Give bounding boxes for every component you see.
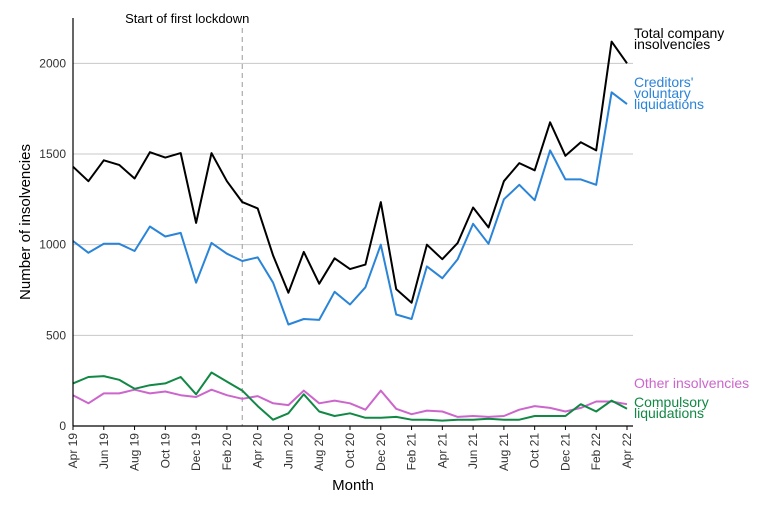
- x-tick-label: Oct 21: [528, 433, 542, 469]
- x-tick-label: Jun 19: [97, 433, 111, 469]
- x-tick-label: Apr 20: [251, 433, 265, 469]
- x-tick-label: Feb 20: [220, 433, 234, 471]
- y-tick-label: 1500: [39, 147, 66, 161]
- x-tick-label: Dec 19: [189, 433, 203, 471]
- gridlines: [73, 62, 633, 427]
- series-label-1: Creditors': [634, 74, 693, 90]
- y-tick-label: 500: [46, 328, 66, 342]
- series-label-1: liquidations: [634, 96, 704, 112]
- x-axis-title: Month: [332, 477, 374, 494]
- x-tick-label: Aug 21: [497, 433, 511, 471]
- series-line-0: [72, 40, 628, 304]
- annotation-layer: Start of first lockdown: [125, 11, 249, 426]
- x-tick-label: Feb 21: [405, 433, 419, 471]
- x-tick-label: Aug 20: [312, 433, 326, 471]
- x-tick-label: Dec 21: [558, 433, 572, 471]
- x-tick-label: Aug 19: [128, 433, 142, 471]
- y-tick-label: 1000: [39, 238, 66, 252]
- series-label-2: Other insolvencies: [634, 375, 749, 391]
- series-lines: [72, 40, 628, 422]
- x-tick-label: Jun 20: [281, 433, 295, 469]
- x-tick-label: Jun 21: [466, 433, 480, 469]
- x-tick-label: Oct 19: [158, 433, 172, 469]
- y-tick-label: 0: [59, 419, 66, 433]
- lockdown-annotation: Start of first lockdown: [125, 11, 249, 26]
- series-line-1: [72, 91, 628, 326]
- series-label-0: Total company: [634, 25, 724, 41]
- series-label-1: voluntary: [634, 85, 691, 101]
- x-tick-label: Dec 20: [374, 433, 388, 471]
- x-tick-label: Feb 22: [589, 433, 603, 471]
- series-label-3: liquidations: [634, 405, 704, 421]
- x-tick-label: Apr 22: [620, 433, 634, 469]
- x-tick-label: Apr 19: [66, 433, 80, 469]
- x-tick-label: Apr 21: [435, 433, 449, 469]
- series-line-3: [72, 371, 628, 422]
- x-tick-label: Oct 20: [343, 433, 357, 469]
- y-axis-title: Number of insolvencies: [17, 144, 34, 300]
- y-tick-label: 2000: [39, 56, 66, 70]
- series-label-0: insolvencies: [634, 36, 710, 52]
- series-label-3: Compulsory: [634, 394, 709, 410]
- series-line-2: [72, 388, 628, 418]
- axes: 0 500 1000 1500 2000 Apr 19 Jun 19 Aug 19 Oct 19…: [39, 18, 634, 471]
